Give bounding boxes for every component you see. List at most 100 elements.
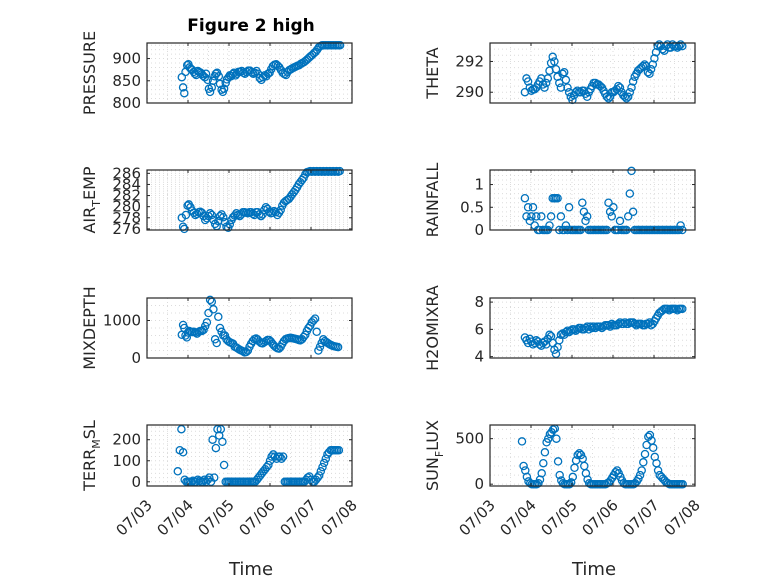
data-point	[319, 458, 329, 468]
data-point	[543, 434, 553, 443]
data-point	[548, 52, 557, 62]
data-point	[238, 347, 248, 356]
x-tick-label: 07/08	[661, 496, 704, 539]
subplot-rainfall: 0 0.5 1 RAINFALL	[423, 163, 696, 239]
data-point	[555, 336, 564, 345]
data-point	[309, 316, 318, 325]
y-tick-label: 100	[112, 452, 141, 470]
data-point	[555, 470, 564, 480]
data-point	[310, 314, 320, 323]
data-point	[620, 92, 630, 102]
x-tick-label: 07/07	[620, 496, 663, 539]
data-point	[559, 67, 569, 77]
data-point	[639, 458, 648, 467]
data-point	[540, 83, 549, 92]
data-point	[275, 452, 285, 461]
data-point	[581, 216, 590, 226]
data-point	[628, 77, 638, 86]
data-point	[623, 212, 633, 221]
data-point	[218, 437, 227, 447]
data-point	[528, 203, 538, 212]
data-point	[582, 212, 592, 221]
data-point	[545, 330, 554, 340]
data-point	[540, 448, 550, 457]
data-point	[178, 448, 188, 457]
axes-box	[489, 42, 696, 104]
y-tick-label: 0	[474, 221, 484, 239]
plot-area	[147, 170, 352, 230]
data-point	[541, 78, 551, 88]
data-point	[202, 318, 212, 327]
x-tick-label: 07/07	[277, 496, 320, 539]
data-point	[527, 212, 536, 221]
data-point	[268, 208, 277, 218]
data-point	[676, 221, 685, 230]
figure-title: Figure 2 high	[187, 16, 315, 36]
data-point	[173, 467, 183, 476]
data-point	[552, 434, 561, 443]
x-tick-label: 07/05	[538, 496, 581, 539]
data-point	[563, 83, 572, 92]
data-point	[578, 198, 587, 207]
data-point	[653, 466, 663, 475]
y-tick-label: 6	[474, 320, 484, 338]
data-point	[177, 424, 186, 434]
data-point	[333, 342, 343, 352]
data-point	[546, 212, 556, 221]
x-tick-label: 07/06	[579, 496, 622, 539]
axes-box	[146, 169, 353, 231]
y-tick-label: 8	[474, 293, 484, 311]
y-axis-label: RAINFALL	[423, 163, 442, 238]
data-point	[604, 198, 613, 207]
data-point	[586, 322, 595, 331]
data-point	[646, 64, 656, 74]
data-point	[207, 210, 217, 220]
data-point	[640, 60, 649, 69]
data-point	[203, 75, 212, 85]
data-point	[225, 220, 235, 229]
data-point	[561, 75, 571, 85]
data-point	[539, 458, 548, 468]
data-point	[623, 92, 633, 102]
data-point	[625, 87, 635, 97]
x-tick-label: 07/04	[154, 496, 197, 539]
data-point	[627, 83, 636, 92]
data-point	[637, 466, 646, 475]
data-point	[532, 212, 541, 221]
subplot-h2omixra: 4 6 8 H2OMIXRA	[423, 285, 696, 371]
data-point	[564, 203, 574, 212]
series-markers	[520, 40, 687, 105]
series-markers	[177, 295, 343, 357]
y-axis-label: SUNFLUX	[423, 420, 446, 491]
data-point	[264, 460, 273, 470]
data-point	[543, 74, 553, 83]
y-tick-label: 292	[455, 52, 484, 70]
data-point	[568, 472, 578, 482]
y-tick-label: 284	[112, 175, 141, 193]
data-point	[205, 295, 215, 305]
data-point	[215, 323, 225, 333]
data-point	[321, 454, 331, 463]
data-point	[625, 189, 635, 198]
data-point	[250, 68, 260, 78]
series-markers	[520, 304, 687, 359]
axes-box	[146, 424, 353, 487]
data-point	[198, 477, 208, 487]
y-tick-label: 850	[112, 72, 141, 90]
data-point	[301, 330, 310, 340]
data-point	[180, 88, 189, 98]
data-point	[678, 304, 687, 314]
y-tick-label: 4	[474, 348, 484, 366]
subplot-theta: 290 292 THETA	[423, 40, 696, 105]
data-point	[276, 205, 285, 215]
y-tick-label: 200	[112, 431, 141, 449]
x-tick-label: 07/05	[195, 496, 238, 539]
data-point	[199, 325, 208, 335]
data-point	[316, 467, 326, 476]
data-point	[205, 473, 214, 482]
